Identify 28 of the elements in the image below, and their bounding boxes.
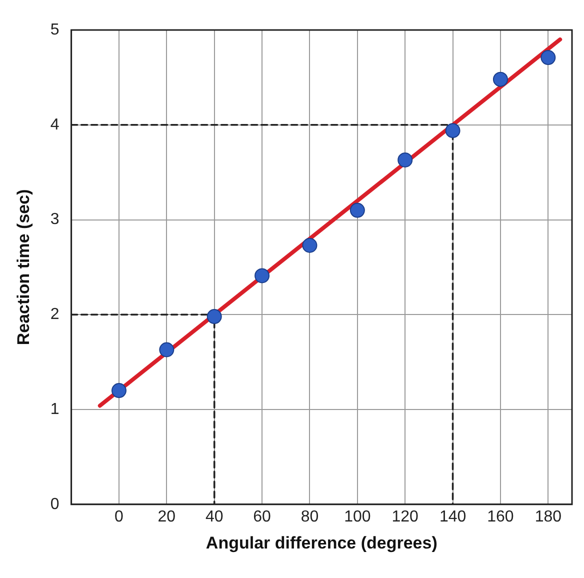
x-tick-label: 80 xyxy=(300,508,319,526)
point xyxy=(111,383,126,398)
point xyxy=(350,202,365,218)
y-tick-label: 3 xyxy=(50,211,60,228)
x-tick-label: 40 xyxy=(205,508,224,526)
x-tick-label: 120 xyxy=(392,508,419,526)
x-tick-label: 20 xyxy=(158,508,176,526)
y-axis-title: Reaction time (sec) xyxy=(14,189,33,346)
x-tick-label: 60 xyxy=(253,508,272,526)
y-tick-label: 5 xyxy=(50,21,60,38)
point xyxy=(254,268,270,284)
x-tick-label: 180 xyxy=(534,508,562,526)
point xyxy=(398,152,413,168)
x-tick-label: 0 xyxy=(114,508,124,526)
x-axis-title: Angular difference (degrees) xyxy=(206,533,438,552)
y-tick-label: 2 xyxy=(50,306,60,324)
point xyxy=(302,238,318,253)
x-tick-label: 100 xyxy=(344,508,371,526)
point xyxy=(540,50,556,66)
y-tick-label: 1 xyxy=(50,400,60,418)
x-tick-label: 160 xyxy=(487,508,514,526)
y-tick-label: 0 xyxy=(50,496,60,513)
point xyxy=(206,309,222,324)
point xyxy=(445,123,460,138)
x-tick-label: 140 xyxy=(439,508,466,526)
y-tick-label: 4 xyxy=(50,116,60,134)
point xyxy=(159,342,174,358)
point xyxy=(492,72,508,87)
